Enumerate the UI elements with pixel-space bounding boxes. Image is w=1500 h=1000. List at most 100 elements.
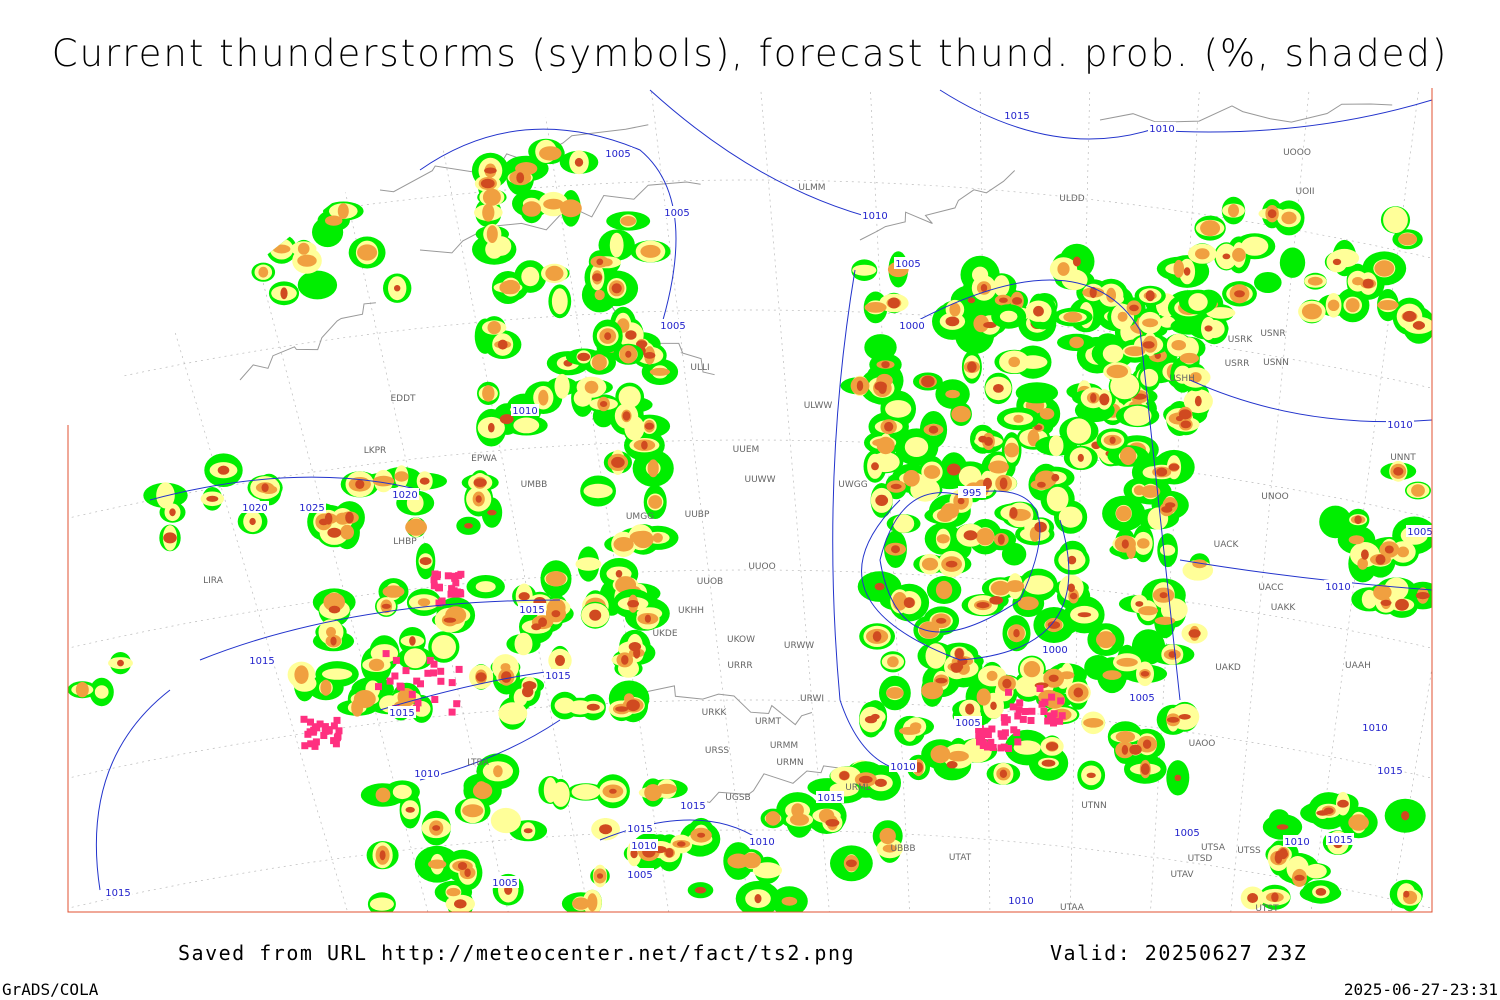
probability-shade [1168,463,1180,471]
probability-shade [326,626,336,638]
probability-shade [973,314,989,333]
valid-time: Valid: 20250627 23Z [1050,941,1307,965]
storm-symbol [456,589,464,596]
probability-shade [473,478,487,487]
probability-shade [997,534,1005,545]
probability-shade [1348,535,1365,545]
probability-shade [986,670,998,682]
probability-shade [1279,247,1306,278]
probability-shade [1194,395,1202,407]
probability-shade [487,509,497,516]
probability-shade [640,244,661,258]
storm-symbol [386,677,394,685]
probability-shade [1106,287,1116,303]
isobar-label: 1015 [627,824,652,835]
probability-shade [983,321,997,329]
probability-shade [1066,418,1092,444]
probability-shade [697,832,706,838]
probability-shade [872,438,894,447]
probability-shade [904,437,929,457]
storm-symbol [1027,717,1035,724]
probability-shade [946,761,958,769]
storm-symbol [1015,706,1023,714]
probability-shade [878,382,887,394]
probability-shade [1133,485,1145,496]
probability-shade [551,781,570,807]
probability-shade [615,570,623,578]
probability-shade [945,560,958,568]
storm-symbol [312,738,320,746]
storm-symbol [1040,708,1048,715]
probability-shade [596,258,604,266]
probability-shade [320,679,332,696]
probability-shade [1154,616,1176,625]
isobar-label: 1015 [545,671,570,682]
probability-shade [1012,297,1023,305]
probability-shade [94,685,109,699]
probability-shade [1254,272,1282,293]
probability-shade [514,632,533,656]
isobar-label: 1015 [1377,766,1402,777]
map-frame [67,88,1433,913]
storm-symbol [434,571,441,579]
isobar-label: 1015 [389,708,414,719]
probability-shade [1384,545,1394,554]
probability-shade [781,896,798,906]
probability-shade [345,511,354,524]
station-label: EPWA [471,454,498,464]
station-label: UAKK [1271,603,1297,613]
probability-shade [921,375,935,388]
station-label: ULMM [798,183,825,193]
probability-shade [1135,601,1144,607]
isobar-label-bg [1128,691,1156,703]
storm-symbol [1014,712,1022,720]
probability-shade [513,417,540,434]
probability-shade [886,687,904,699]
probability-shade [249,517,256,526]
storm-symbol [437,677,445,685]
probability-shade [1222,253,1231,260]
graticule [68,309,1432,391]
isobar [599,819,761,841]
graticule [68,569,1432,651]
probability-shade [648,495,663,509]
probability-shade [297,242,310,255]
probability-shade [990,580,1011,596]
isobar-label: 1015 [1004,111,1029,122]
probability-shade [954,648,964,660]
probability-shade [1142,341,1155,349]
storm-symbol [1021,708,1029,715]
probability-shade [457,862,468,870]
station-label: LHBP [393,537,417,547]
probability-shade [498,702,528,725]
storm-symbol [1009,703,1017,711]
probability-shade [615,706,628,712]
storm-symbol [430,660,438,668]
station-label: UUEM [733,445,760,455]
probability-shade [928,425,939,434]
station-label: UKHH [678,606,704,616]
probability-shade [935,677,948,684]
probability-shade [394,285,401,292]
probability-shade [117,659,124,667]
probability-shade [1241,236,1269,256]
probability-shade [677,841,686,847]
probability-shade [475,581,496,593]
probability-shade [1086,772,1096,778]
coastline [379,124,649,193]
probability-shade [596,873,604,879]
storm-symbol [375,683,382,691]
probability-shade [1145,290,1155,302]
probability-shade [1398,233,1418,246]
isobar-label-bg [898,319,926,331]
map-area: 1005 1005 1005 1010 1020 1020 1025 1015 1015 1015… [68,88,1432,912]
storm-symbol [438,597,446,605]
probability-shade [993,384,1004,393]
probability-shade [551,288,568,315]
storm-symbol [976,725,984,733]
isobar-label: 1010 [1149,124,1174,135]
storm-symbol [453,700,461,708]
storm-symbol [307,718,314,726]
storm-symbol [1057,697,1065,705]
storm-symbol [321,727,329,735]
